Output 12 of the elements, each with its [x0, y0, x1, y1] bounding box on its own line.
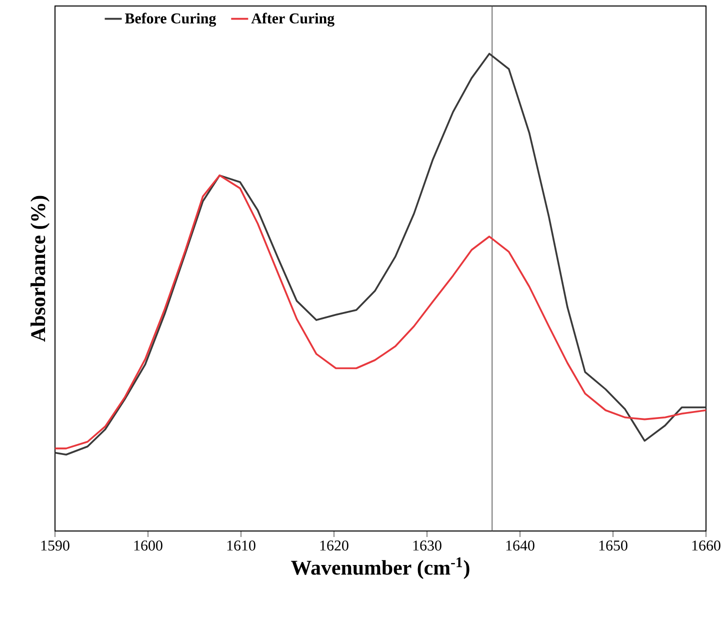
- x-tick-label: 1650: [599, 540, 628, 551]
- x-axis-title: Wavenumber (cm$^{-1}$): [291, 557, 470, 580]
- legend-label: After Curing: [251, 12, 334, 27]
- x-tick-label: 1600: [134, 540, 162, 551]
- x-tick-label: 1590: [41, 540, 70, 551]
- x-tick-label: 1630: [413, 540, 442, 551]
- legend-label: Before Curing: [125, 12, 216, 27]
- x-tick-label: 1640: [506, 540, 534, 551]
- y-axis-title: Absorbance (%): [30, 196, 50, 342]
- x-tick-label: 1660: [692, 540, 720, 551]
- x-tick-label: 1620: [320, 540, 348, 551]
- x-tick-label: 1610: [227, 540, 256, 551]
